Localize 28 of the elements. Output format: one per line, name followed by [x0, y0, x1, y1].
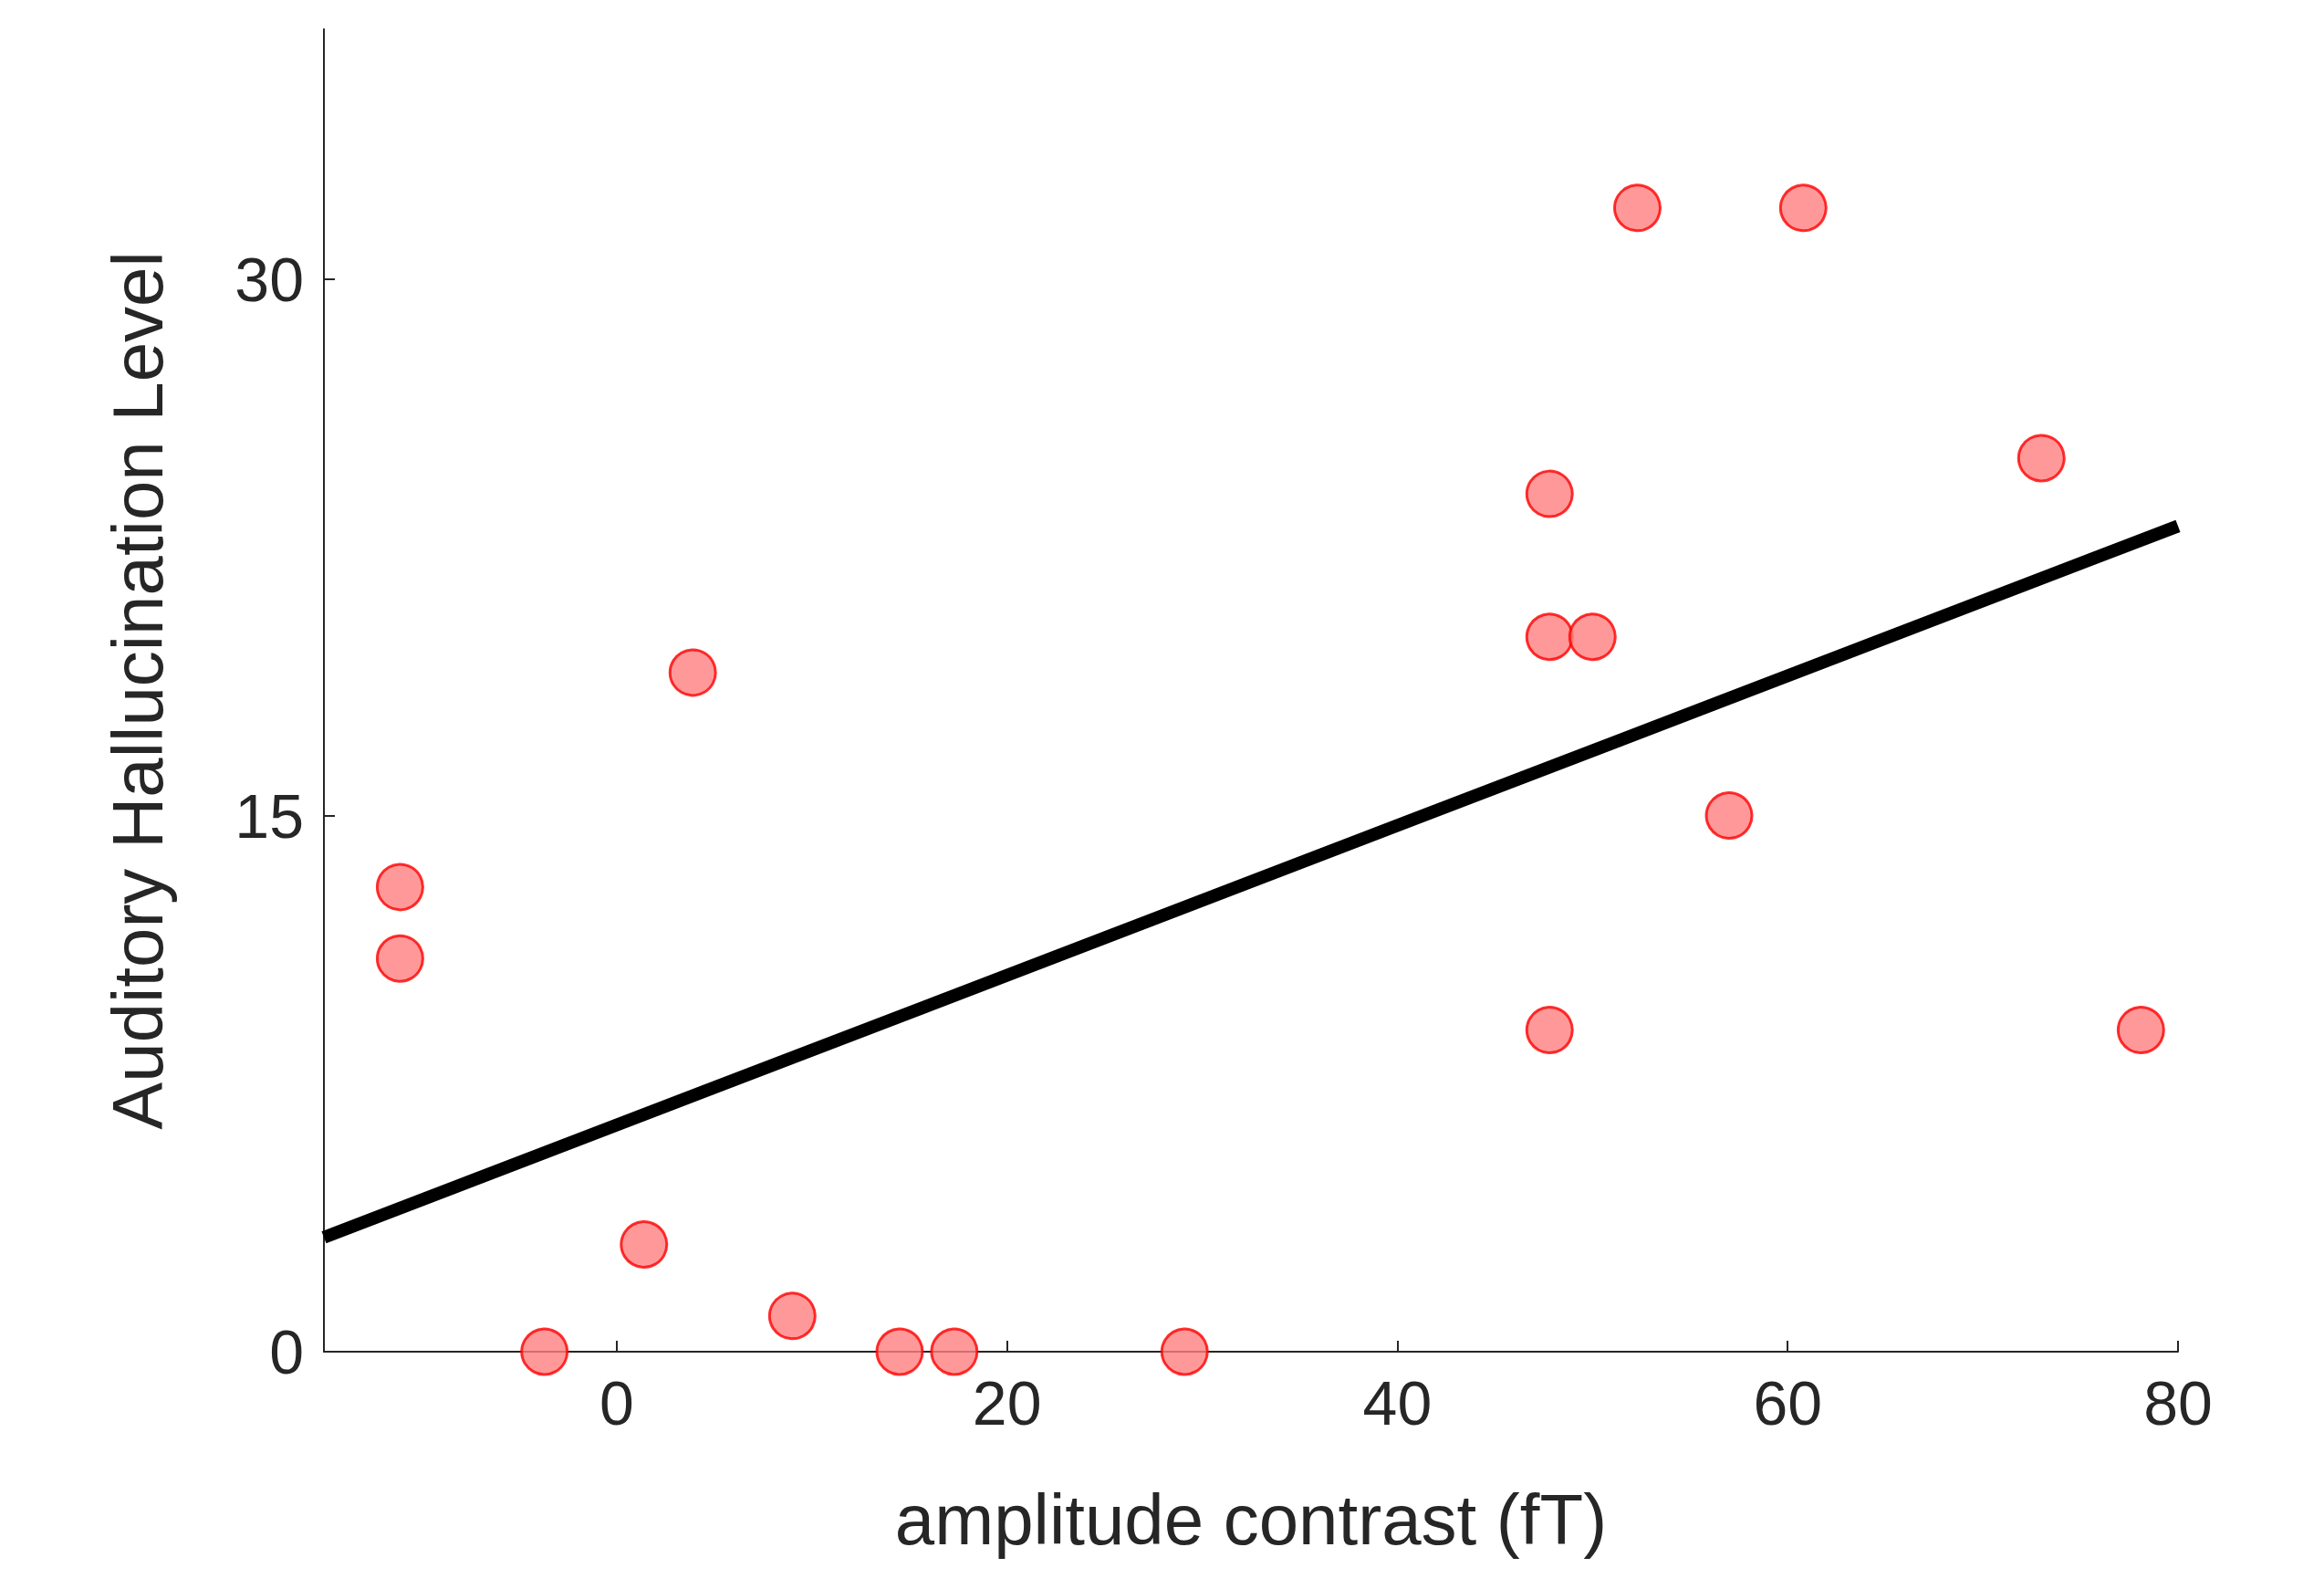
- point: [2116, 1006, 2165, 1055]
- point: [520, 1327, 569, 1376]
- y-tick-label: 0: [269, 1317, 304, 1386]
- point: [1704, 791, 1754, 841]
- point: [2017, 434, 2066, 483]
- point: [930, 1327, 979, 1376]
- point: [668, 648, 717, 697]
- y-axis-title: Auditory Hallucination Level: [98, 251, 178, 1130]
- point: [1160, 1327, 1209, 1376]
- y-tick-label: 30: [234, 245, 304, 315]
- x-tick-label: 0: [599, 1368, 634, 1437]
- y-tick-label: 15: [234, 780, 304, 851]
- point: [1568, 612, 1617, 662]
- point: [1613, 183, 1662, 233]
- point: [767, 1291, 817, 1341]
- x-axis-title: amplitude contrast (fT): [894, 1479, 1608, 1560]
- x-tick-label: 80: [2143, 1368, 2213, 1437]
- point: [620, 1220, 669, 1269]
- x-tick-label: 60: [1753, 1368, 1823, 1437]
- point: [1525, 612, 1574, 662]
- point: [1778, 183, 1828, 233]
- point: [1525, 469, 1574, 518]
- point: [375, 862, 424, 912]
- x-tick-label: 20: [972, 1368, 1042, 1437]
- point: [875, 1327, 924, 1376]
- point: [1525, 1006, 1574, 1055]
- x-tick-label: 40: [1362, 1368, 1433, 1437]
- point: [375, 934, 424, 983]
